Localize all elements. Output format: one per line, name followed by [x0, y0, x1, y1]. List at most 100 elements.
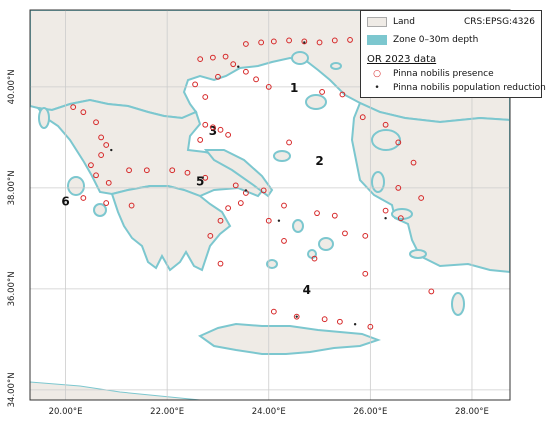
presence-point — [265, 84, 272, 90]
presence-point — [253, 76, 259, 83]
presence-point — [319, 89, 326, 95]
presence-point — [126, 167, 132, 174]
presence-point — [207, 232, 214, 239]
presence-point — [301, 38, 308, 45]
presence-point — [169, 167, 176, 174]
island-chios — [371, 171, 385, 193]
reduction-point — [110, 148, 113, 152]
presence-point — [243, 68, 249, 75]
y-tick-label: 40.00°N — [7, 69, 17, 104]
presence-point — [93, 119, 99, 126]
presence-point — [98, 152, 105, 158]
x-tick-label: 26.00°E — [353, 407, 387, 417]
island-paros — [307, 249, 317, 259]
presence-point — [70, 104, 77, 110]
legend-presence-row: ○ Pinna nobilis presence — [367, 69, 494, 79]
presence-point — [281, 202, 287, 209]
legend: Land CRS:EPSG:4326 Zone 0–30m depth OR 2… — [360, 10, 546, 98]
land-africa — [30, 381, 201, 400]
presence-point — [270, 308, 277, 315]
land-peloponnese — [110, 185, 232, 272]
land-evia — [203, 149, 274, 198]
presence-point — [103, 142, 110, 148]
presence-point — [347, 37, 353, 43]
legend-land-label: Land — [393, 17, 415, 27]
y-tick-label: 38.00°N — [7, 170, 17, 205]
island-skyros — [273, 150, 291, 162]
presence-point — [258, 39, 265, 46]
legend-land-row: Land — [367, 17, 415, 27]
island-lesvos — [371, 129, 401, 151]
presence-point — [80, 195, 87, 201]
presence-point — [316, 39, 323, 46]
legend-reduction-label: Pinna nobilis population reduction — [393, 83, 546, 93]
presence-point — [281, 238, 287, 244]
island-samos — [391, 208, 413, 220]
presence-point — [98, 134, 105, 141]
presence-point — [209, 54, 216, 61]
reduction-marker-icon: • — [374, 83, 380, 93]
island-lemnos — [305, 94, 327, 110]
presence-point — [192, 81, 199, 88]
presence-point — [293, 313, 300, 320]
zone-label: 1 — [290, 81, 298, 95]
y-tick-label: 36.00°N — [7, 271, 17, 306]
zone-label: 2 — [315, 154, 323, 168]
legend-presence-label: Pinna nobilis presence — [393, 69, 494, 79]
island-rhodes — [451, 292, 465, 316]
legend-zone-row: Zone 0–30m depth — [367, 35, 478, 45]
island-kefalonia — [67, 176, 85, 196]
land-crete — [197, 322, 381, 355]
island-andros — [292, 219, 304, 233]
presence-point — [382, 121, 389, 128]
presence-point — [88, 162, 94, 169]
island-thasos — [291, 51, 309, 65]
land-swatch — [367, 17, 387, 27]
presence-point — [311, 255, 318, 262]
presence-point — [359, 114, 366, 121]
reduction-point — [295, 315, 298, 318]
presence-point — [265, 217, 272, 224]
island-corfu — [38, 107, 50, 129]
presence-point — [202, 94, 209, 100]
presence-point — [321, 316, 328, 323]
presence-point — [128, 202, 135, 209]
zone-label: 6 — [61, 195, 69, 209]
reduction-point — [303, 41, 306, 44]
reduction-point — [237, 65, 240, 68]
presence-point — [428, 288, 435, 295]
presence-point — [314, 210, 320, 217]
axis-ticks: 20.00°E 22.00°E 24.00°E 26.00°E 28.00°E 34.00… — [7, 69, 489, 417]
presence-point — [143, 167, 150, 174]
map-frame — [29, 9, 511, 401]
presence-point — [215, 73, 221, 80]
presence-point — [362, 232, 369, 239]
presence-point — [397, 215, 404, 222]
reduction-point — [277, 219, 281, 222]
presence-point — [342, 230, 348, 237]
island-naxos — [318, 237, 334, 251]
presence-point — [202, 121, 209, 128]
reduction-point — [201, 176, 204, 179]
presence-point — [222, 53, 229, 60]
presence-point — [382, 207, 389, 214]
legend-zone-label: Zone 0–30m depth — [393, 35, 479, 45]
presence-point — [395, 139, 402, 146]
legend-reduction-row: • Pinna nobilis population reduction — [367, 83, 546, 93]
presence-point — [270, 38, 277, 45]
presence-point — [410, 159, 417, 166]
island-samothrace — [330, 62, 342, 70]
presence-point — [217, 217, 224, 224]
presence-point — [395, 185, 402, 191]
presence-point — [286, 37, 292, 44]
presence-point — [260, 187, 267, 194]
presence-point — [225, 131, 232, 138]
presence-marker-icon: ○ — [373, 69, 381, 79]
presence-point — [232, 182, 239, 189]
presence-point — [80, 109, 87, 116]
zone-label: 3 — [209, 124, 217, 138]
presence-point — [230, 61, 237, 68]
presence-point — [225, 205, 232, 212]
reduction-point — [353, 323, 357, 326]
zone-label: 5 — [196, 174, 204, 188]
